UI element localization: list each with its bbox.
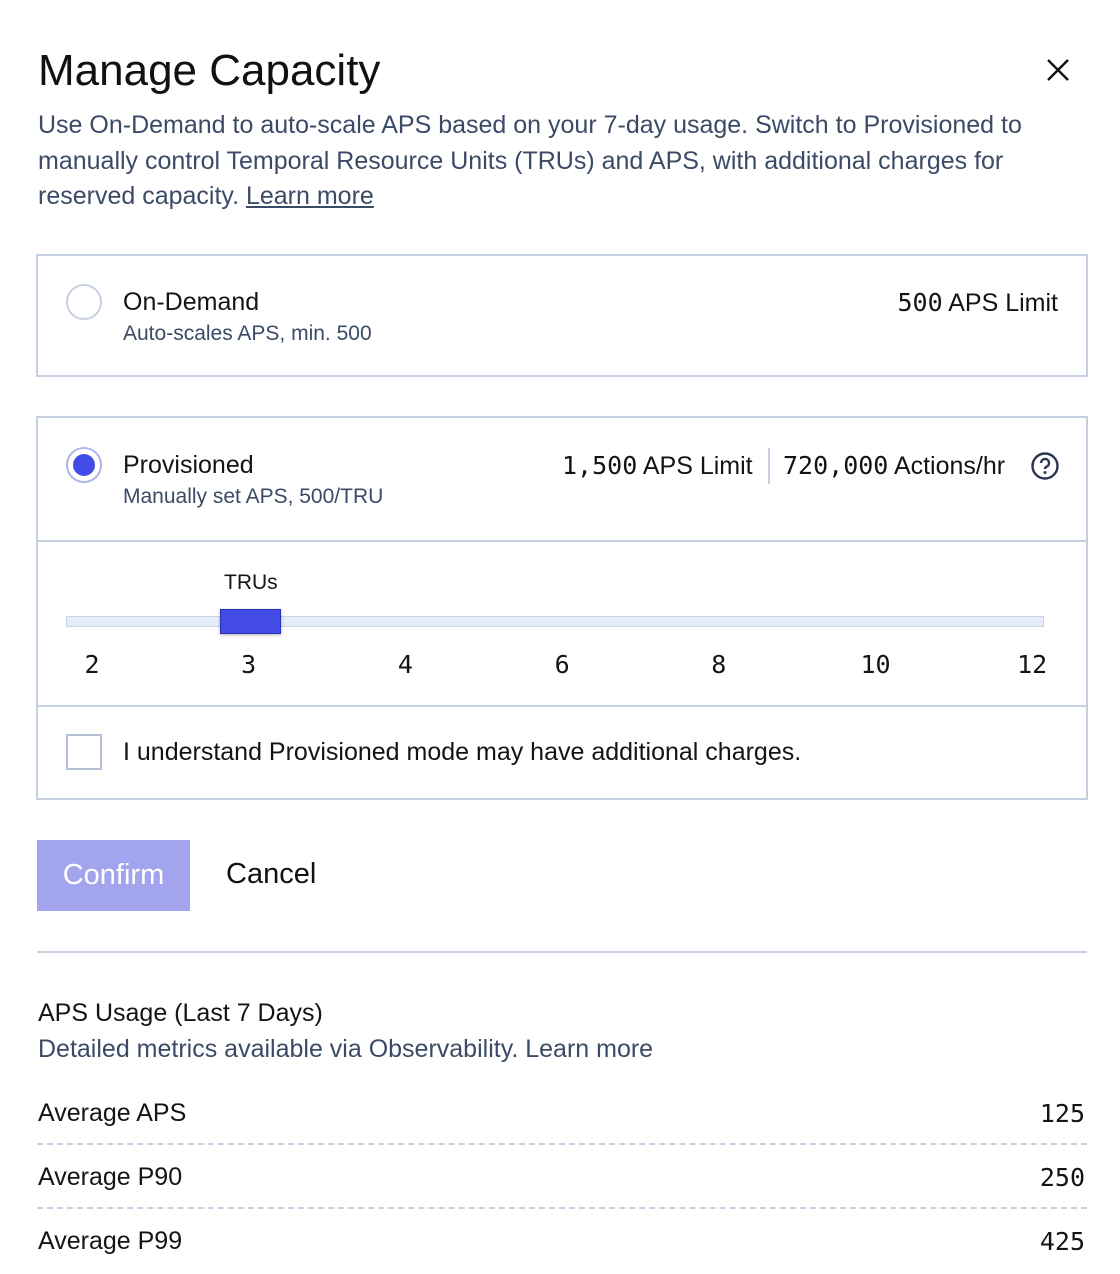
- limit-value: 1,500: [562, 451, 638, 480]
- limit-label: APS Limit: [948, 289, 1058, 317]
- actions-label: Actions/hr: [893, 452, 1006, 480]
- limit-label: APS Limit: [642, 452, 753, 480]
- provisioned-limit: 1,500 APS Limit: [562, 451, 753, 481]
- usage-row-label: Average P90: [38, 1163, 183, 1191]
- section-divider: [37, 951, 1087, 953]
- dialog-title: Manage Capacity: [38, 46, 381, 95]
- slider-tick-label: 8: [711, 650, 727, 679]
- provisioned-option[interactable]: Provisioned Manually set APS, 500/TRU 1,…: [36, 416, 1088, 800]
- description-text: Use On-Demand to auto-scale APS based on…: [38, 111, 1022, 210]
- on-demand-limit: 500 APS Limit: [898, 288, 1059, 318]
- usage-row-value: 125: [1039, 1099, 1085, 1128]
- close-icon[interactable]: [1044, 56, 1072, 84]
- help-icon[interactable]: [1030, 451, 1060, 481]
- actions-per-hour: 720,000 Actions/hr: [783, 451, 1005, 481]
- usage-row-value: 250: [1039, 1163, 1085, 1192]
- actions-value: 720,000: [783, 451, 889, 480]
- on-demand-option[interactable]: On-Demand Auto-scales APS, min. 500 500 …: [36, 254, 1088, 377]
- dialog-description: Use On-Demand to auto-scale APS based on…: [38, 108, 1088, 215]
- slider-thumb[interactable]: [220, 609, 281, 634]
- row-divider: [37, 1143, 1087, 1145]
- slider-track[interactable]: [66, 616, 1044, 627]
- slider-tick-label: 12: [1017, 650, 1048, 679]
- divider: [38, 705, 1086, 707]
- confirm-button[interactable]: Confirm: [37, 840, 190, 911]
- on-demand-title: On-Demand: [123, 288, 260, 316]
- usage-subtitle: Detailed metrics available via Observabi…: [38, 1035, 654, 1063]
- row-divider: [37, 1207, 1087, 1209]
- slider-label: TRUs: [224, 571, 278, 594]
- slider-tick-label: 2: [84, 650, 100, 679]
- acknowledge-label: I understand Provisioned mode may have a…: [123, 738, 802, 766]
- slider-tick-label: 3: [241, 650, 257, 679]
- usage-title: APS Usage (Last 7 Days): [38, 999, 323, 1027]
- on-demand-subtitle: Auto-scales APS, min. 500: [123, 322, 372, 345]
- limit-value: 500: [897, 288, 943, 317]
- usage-row-label: Average APS: [38, 1099, 187, 1127]
- slider-tick-label: 4: [397, 650, 413, 679]
- divider: [768, 448, 770, 484]
- acknowledge-checkbox[interactable]: [66, 734, 102, 770]
- usage-row-label: Average P99: [38, 1227, 183, 1255]
- slider-tick-label: 10: [860, 650, 891, 679]
- divider: [38, 540, 1086, 542]
- slider-tick-label: 6: [554, 650, 570, 679]
- provisioned-subtitle: Manually set APS, 500/TRU: [123, 485, 384, 508]
- learn-more-link[interactable]: Learn more: [245, 182, 374, 210]
- usage-row-value: 425: [1039, 1227, 1085, 1256]
- cancel-button[interactable]: Cancel: [226, 858, 317, 890]
- on-demand-radio[interactable]: [66, 284, 102, 320]
- provisioned-radio[interactable]: [66, 447, 102, 483]
- provisioned-title: Provisioned: [123, 451, 254, 479]
